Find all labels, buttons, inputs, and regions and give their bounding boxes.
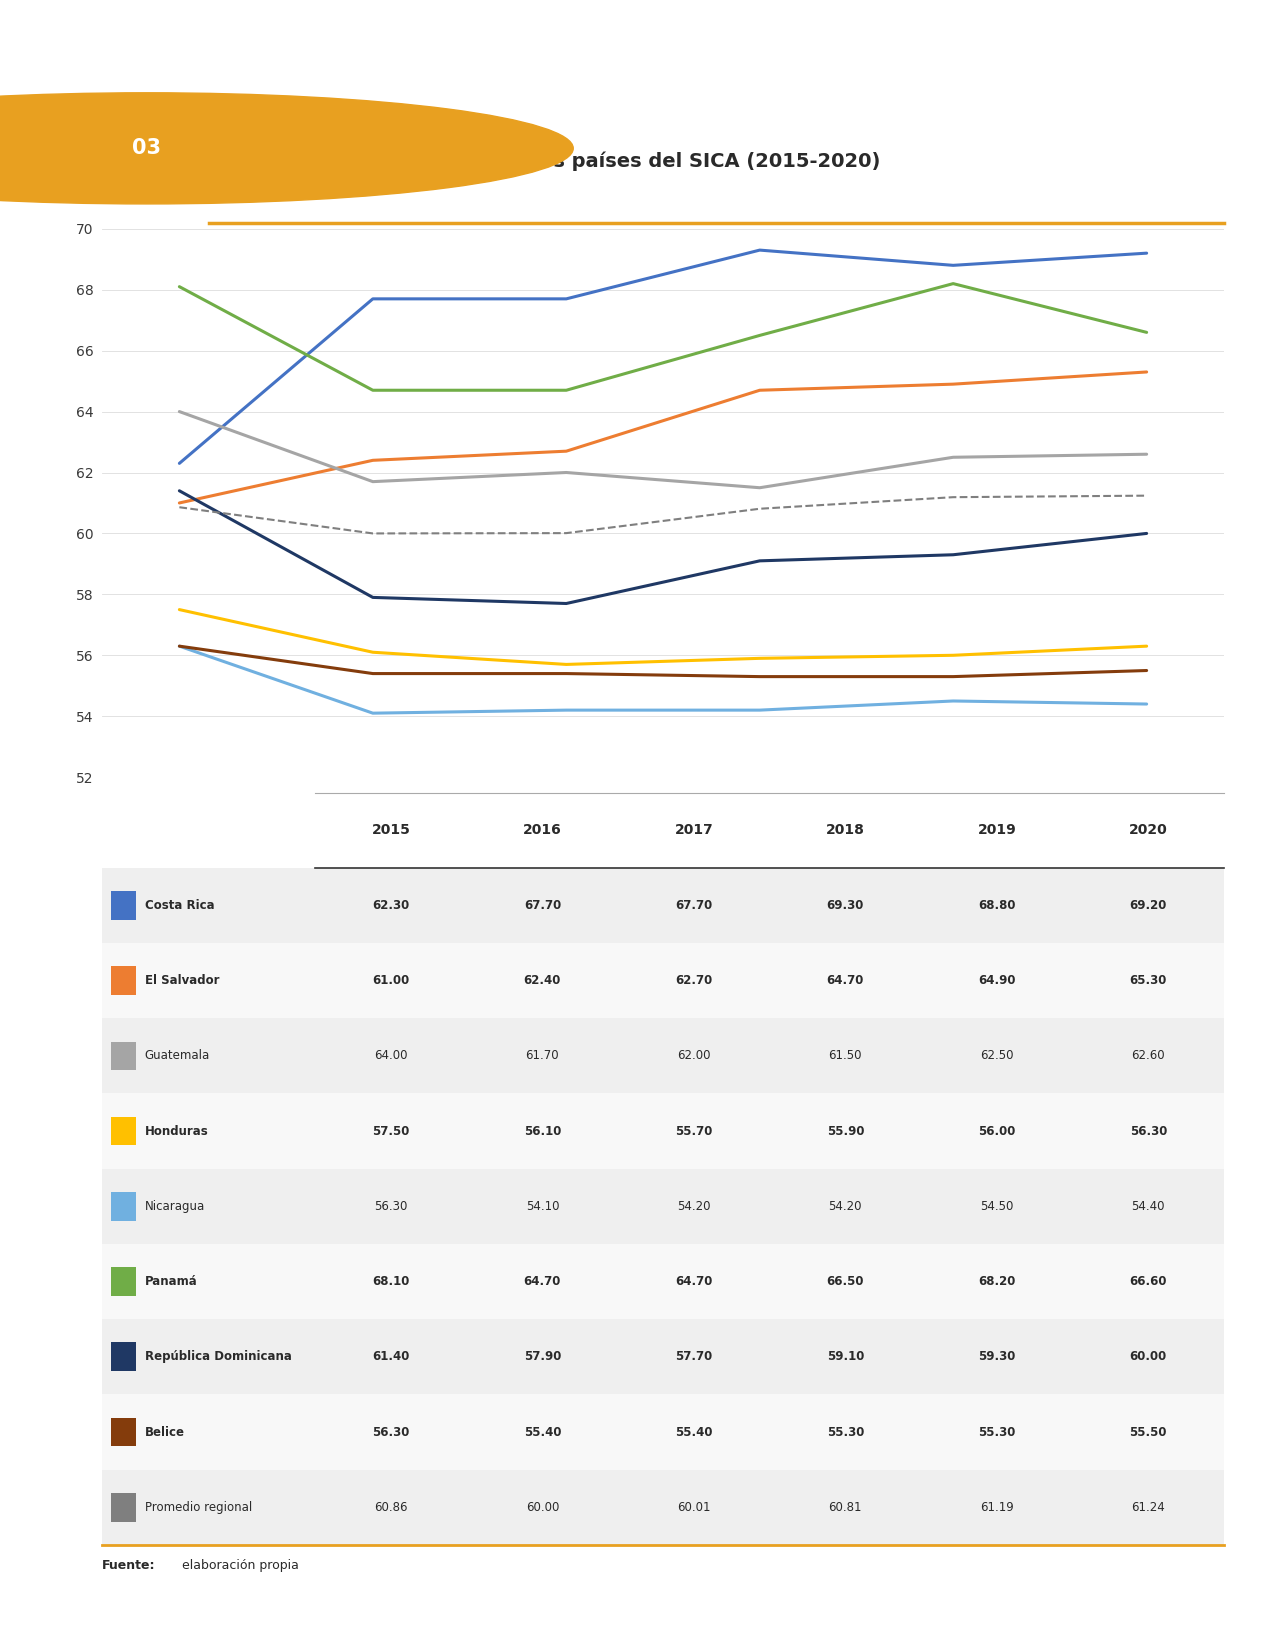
Text: 55.50: 55.50 (1130, 1425, 1167, 1438)
Text: 60.81: 60.81 (829, 1501, 862, 1514)
Text: 66.60: 66.60 (1130, 1275, 1167, 1288)
Text: 2018: 2018 (826, 824, 864, 837)
Text: 2016: 2016 (523, 824, 562, 837)
Text: 61.50: 61.50 (829, 1050, 862, 1062)
FancyBboxPatch shape (102, 1169, 1224, 1243)
Text: 55.30: 55.30 (826, 1425, 864, 1438)
Text: 56.10: 56.10 (524, 1124, 561, 1138)
Text: 68.80: 68.80 (978, 898, 1016, 911)
Text: 64.70: 64.70 (524, 1275, 561, 1288)
Text: Costa Rica: Costa Rica (144, 898, 214, 911)
Text: Panamá: Panamá (144, 1275, 198, 1288)
Text: Evolución del: Evolución del (209, 152, 362, 172)
Text: 66.50: 66.50 (826, 1275, 864, 1288)
Text: 62.50: 62.50 (980, 1050, 1014, 1062)
Text: Nicaragua: Nicaragua (144, 1200, 205, 1213)
Text: República Dominicana: República Dominicana (144, 1351, 292, 1364)
Text: Belice: Belice (144, 1425, 185, 1438)
Text: 67.70: 67.70 (676, 898, 713, 911)
Text: 2015: 2015 (371, 824, 411, 837)
Text: 69.20: 69.20 (1130, 898, 1167, 911)
FancyBboxPatch shape (111, 966, 135, 996)
Text: El Salvador: El Salvador (144, 974, 219, 987)
Text: 64.90: 64.90 (978, 974, 1016, 987)
Text: 54.20: 54.20 (677, 1200, 710, 1213)
Text: Honduras: Honduras (144, 1124, 208, 1138)
FancyBboxPatch shape (111, 1342, 135, 1370)
Text: 60.01: 60.01 (677, 1501, 710, 1514)
Circle shape (0, 92, 574, 205)
Text: elaboración propia: elaboración propia (179, 1560, 300, 1572)
Text: 64.00: 64.00 (374, 1050, 408, 1062)
Text: 62.30: 62.30 (372, 898, 409, 911)
Text: 61.19: 61.19 (980, 1501, 1014, 1514)
FancyBboxPatch shape (102, 1319, 1224, 1395)
Text: 55.30: 55.30 (978, 1425, 1015, 1438)
FancyBboxPatch shape (102, 1019, 1224, 1093)
Text: 54.10: 54.10 (525, 1200, 560, 1213)
Text: 2019: 2019 (978, 824, 1016, 837)
Text: 69.30: 69.30 (826, 898, 864, 911)
Text: 59.30: 59.30 (978, 1351, 1015, 1364)
Text: 64.70: 64.70 (676, 1275, 713, 1288)
FancyBboxPatch shape (111, 1418, 135, 1446)
Text: Fuente:: Fuente: (102, 1560, 156, 1572)
Text: Guatemala: Guatemala (144, 1050, 210, 1062)
FancyBboxPatch shape (111, 1268, 135, 1296)
Text: 60.00: 60.00 (1130, 1351, 1167, 1364)
FancyBboxPatch shape (111, 1042, 135, 1070)
Text: 60.00: 60.00 (525, 1501, 558, 1514)
Text: 2020: 2020 (1128, 824, 1168, 837)
Text: 59.10: 59.10 (826, 1351, 864, 1364)
Text: 62.00: 62.00 (677, 1050, 710, 1062)
FancyBboxPatch shape (102, 868, 1224, 943)
FancyBboxPatch shape (102, 792, 1224, 868)
Text: 67.70: 67.70 (524, 898, 561, 911)
Text: 61.00: 61.00 (372, 974, 409, 987)
FancyBboxPatch shape (111, 1116, 135, 1146)
Text: 56.00: 56.00 (978, 1124, 1015, 1138)
Text: 54.50: 54.50 (980, 1200, 1014, 1213)
Text: 68.20: 68.20 (978, 1275, 1015, 1288)
Text: 54.20: 54.20 (829, 1200, 862, 1213)
Text: 57.70: 57.70 (676, 1351, 713, 1364)
Text: Promedio regional: Promedio regional (144, 1501, 252, 1514)
Text: 55.40: 55.40 (524, 1425, 561, 1438)
FancyBboxPatch shape (111, 892, 135, 920)
FancyBboxPatch shape (111, 1493, 135, 1522)
FancyBboxPatch shape (102, 1469, 1224, 1545)
Text: 55.90: 55.90 (826, 1124, 864, 1138)
Text: 64.70: 64.70 (826, 974, 864, 987)
Text: FIGURA: FIGURA (209, 104, 247, 114)
Text: 68.10: 68.10 (372, 1275, 409, 1288)
FancyBboxPatch shape (102, 1395, 1224, 1469)
Text: 56.30: 56.30 (1130, 1124, 1167, 1138)
Text: 57.90: 57.90 (524, 1351, 561, 1364)
Text: 61.40: 61.40 (372, 1351, 409, 1364)
Text: 60.86: 60.86 (374, 1501, 408, 1514)
FancyBboxPatch shape (102, 1093, 1224, 1169)
Text: 61.70: 61.70 (525, 1050, 560, 1062)
Text: 57.50: 57.50 (372, 1124, 409, 1138)
Text: 54.40: 54.40 (1131, 1200, 1165, 1213)
Text: 65.30: 65.30 (1130, 974, 1167, 987)
Text: 55.40: 55.40 (674, 1425, 713, 1438)
Text: 2017: 2017 (674, 824, 713, 837)
Text: 03: 03 (133, 139, 162, 158)
Text: 56.30: 56.30 (372, 1425, 409, 1438)
Text: 62.70: 62.70 (676, 974, 713, 987)
Text: 62.60: 62.60 (1131, 1050, 1165, 1062)
Text: 55.70: 55.70 (676, 1124, 713, 1138)
Text: para los países del SICA (2015-2020): para los países del SICA (2015-2020) (470, 152, 881, 172)
Text: 56.30: 56.30 (375, 1200, 408, 1213)
FancyBboxPatch shape (102, 1243, 1224, 1319)
FancyBboxPatch shape (102, 943, 1224, 1019)
Text: 61.24: 61.24 (1131, 1501, 1165, 1514)
FancyBboxPatch shape (111, 1192, 135, 1220)
Text: 62.40: 62.40 (524, 974, 561, 987)
Text: Doing Business: Doing Business (334, 152, 502, 172)
